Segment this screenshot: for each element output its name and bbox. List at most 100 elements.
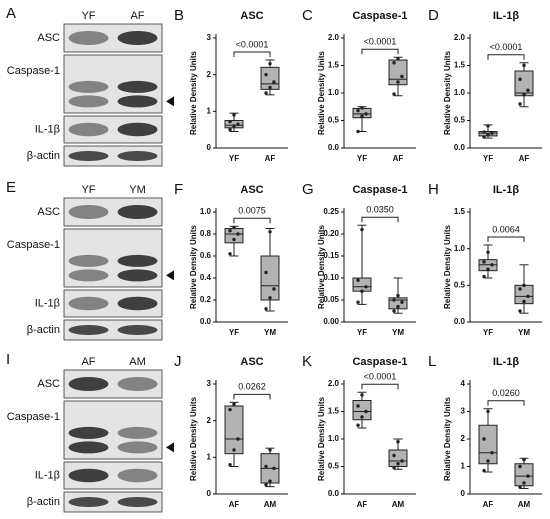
x-tick-label: YM (518, 328, 530, 337)
y-tick-label: 1.5 (328, 61, 340, 70)
panel-letter: I (6, 351, 10, 368)
blot-band (68, 269, 109, 282)
blot-band (117, 31, 158, 45)
data-point (482, 260, 486, 264)
significance-bracket (361, 383, 399, 390)
blot-band (117, 269, 158, 282)
data-point (360, 114, 364, 118)
data-point (228, 119, 232, 124)
data-point (396, 304, 400, 309)
box (514, 463, 534, 487)
blot-band (117, 468, 158, 483)
y-tick-label: 1 (207, 106, 212, 115)
y-tick-label: 1.5 (328, 407, 340, 416)
data-point (396, 57, 400, 61)
lane-label: AM (129, 356, 146, 368)
significance-bracket (487, 236, 525, 242)
panel-letter: C (302, 7, 313, 24)
blot-band (68, 122, 109, 137)
chart-title: Caspase-1 (352, 356, 407, 368)
box (388, 297, 408, 310)
row-label: β-actin (27, 496, 60, 508)
y-tick-label: 1.0 (200, 207, 212, 216)
chart-title: ASC (240, 356, 263, 368)
blot-band (117, 377, 158, 391)
blot-band (68, 95, 109, 108)
data-point (264, 270, 268, 275)
p-value: 0.0262 (238, 382, 266, 392)
chart-title: IL-1β (493, 10, 520, 22)
data-point (360, 415, 364, 419)
data-point (356, 278, 360, 282)
row-label: ASC (37, 206, 60, 218)
x-tick-label: AM (518, 500, 531, 509)
data-point (272, 466, 276, 471)
data-point (396, 440, 400, 444)
blot-band (117, 325, 158, 335)
y-axis-label: Relative Density Units (443, 50, 452, 135)
data-point (364, 285, 368, 289)
chart-title: IL-1β (493, 356, 520, 368)
data-point (360, 106, 364, 110)
x-tick-label: AM (392, 500, 405, 509)
lane-label: YF (81, 10, 95, 22)
arrow (166, 442, 174, 453)
y-tick-label: 3 (207, 379, 212, 388)
data-point (264, 91, 268, 95)
significance-bracket (361, 216, 399, 223)
significance-bracket (233, 393, 271, 400)
y-tick-label: 0.5 (454, 116, 466, 125)
y-tick-label: 1.0 (328, 434, 340, 443)
data-point (396, 462, 400, 466)
data-point (518, 464, 522, 469)
chart-title: ASC (240, 10, 263, 22)
lane-label: YM (129, 184, 146, 196)
data-point (490, 451, 494, 455)
y-tick-label: 1.5 (454, 61, 466, 70)
row-label: Caspase-1 (7, 239, 60, 251)
data-point (228, 229, 232, 233)
data-point (486, 409, 490, 414)
data-point (360, 289, 364, 293)
panel-letter: D (428, 7, 439, 24)
box (514, 70, 534, 97)
y-tick-label: 2.0 (328, 33, 340, 42)
data-point (486, 250, 490, 255)
x-tick-label: YF (483, 328, 493, 337)
y-tick-label: 1.0 (454, 88, 466, 97)
data-point (526, 474, 530, 478)
blot-band (68, 151, 109, 161)
y-tick-label: 0.25 (323, 207, 339, 216)
y-tick-label: 0.5 (328, 462, 340, 471)
data-point (518, 485, 522, 489)
data-point (392, 92, 396, 96)
y-tick-label: 0.00 (323, 317, 339, 326)
y-tick-label: 2 (207, 416, 212, 425)
y-tick-label: 0.4 (200, 273, 212, 282)
p-value: <0.0001 (364, 37, 397, 47)
panel-letter: K (302, 353, 312, 370)
data-point (356, 108, 360, 113)
blot-band (68, 497, 109, 507)
panel-letter: F (174, 181, 183, 198)
y-tick-label: 0.2 (200, 295, 212, 304)
box (478, 424, 498, 465)
y-tick-label: 0.8 (200, 229, 212, 238)
chart-title: ASC (240, 184, 263, 196)
y-tick-label: 2.0 (328, 379, 340, 388)
y-tick-label: 3 (461, 407, 466, 416)
y-tick-label: 2.0 (454, 33, 466, 42)
data-point (518, 77, 522, 81)
data-point (522, 299, 526, 304)
p-value: 0.0350 (366, 205, 394, 215)
blot-band (68, 254, 109, 267)
y-tick-label: 0.5 (454, 280, 466, 289)
blot-band (117, 205, 158, 219)
data-point (272, 80, 276, 84)
x-tick-label: AF (229, 500, 240, 509)
p-value: 0.0260 (492, 388, 520, 398)
blot-band (68, 377, 109, 391)
x-tick-label: AF (265, 154, 276, 163)
row-label: β-actin (27, 324, 60, 336)
